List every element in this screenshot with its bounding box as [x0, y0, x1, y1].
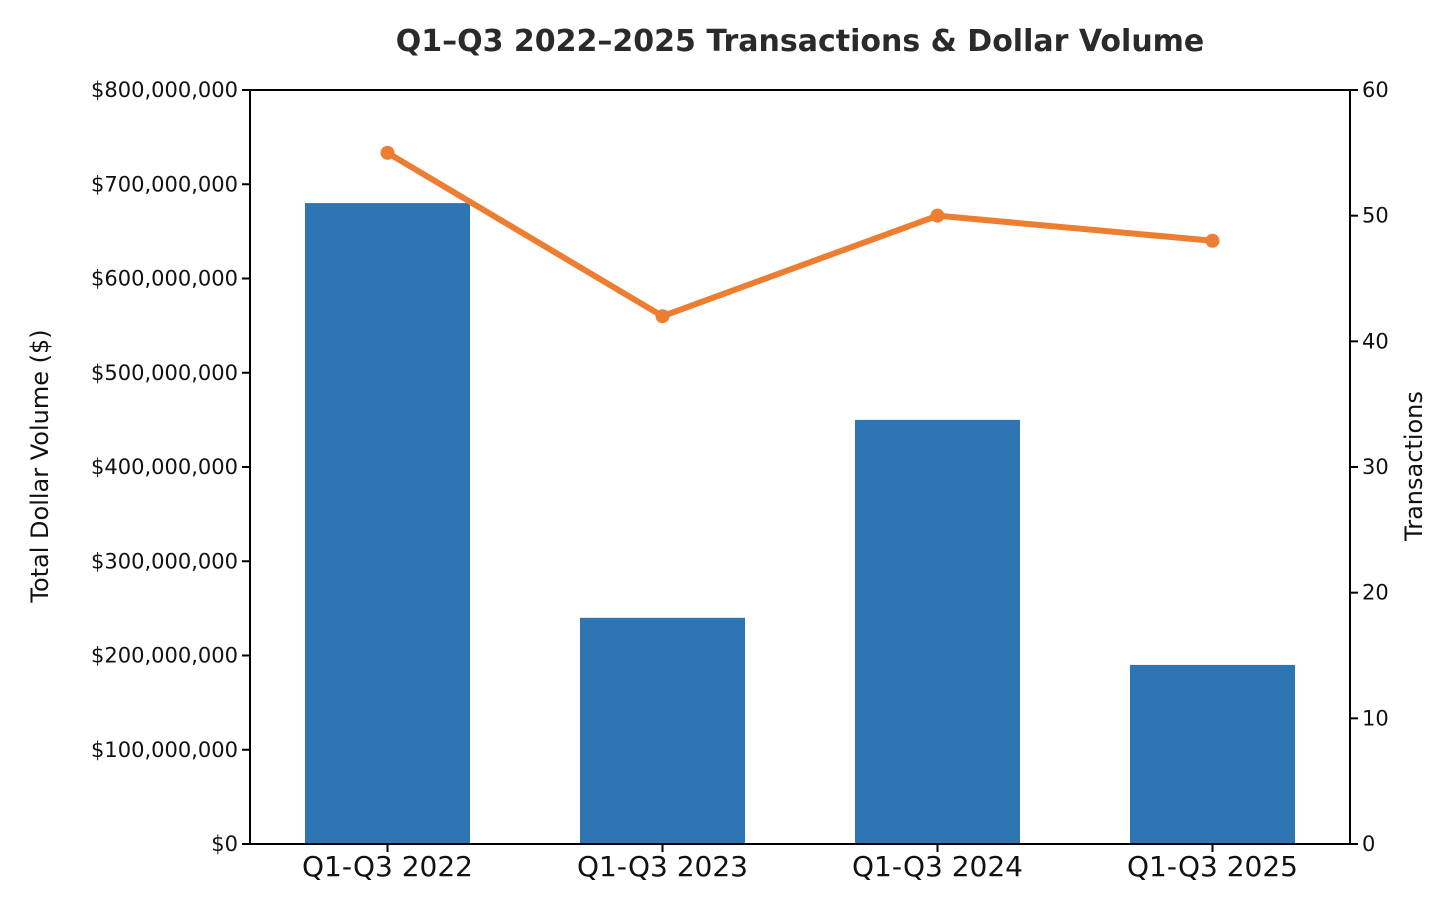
- x-axis-ticks: Q1-Q3 2022 Q1-Q3 2023 Q1-Q3 2024 Q1-Q3 2025: [302, 844, 1298, 883]
- x-tick-label: Q1-Q3 2022: [302, 850, 473, 883]
- y2-tick-label: 20: [1362, 581, 1389, 605]
- y-tick-label: $300,000,000: [91, 549, 238, 573]
- y-tick-label: $700,000,000: [91, 172, 238, 196]
- y2-axis-label: Transactions: [1400, 391, 1428, 542]
- y-axis-label: Total Dollar Volume ($): [26, 329, 54, 603]
- y2-axis-ticks: 0 10 20 30 40 50 60: [1350, 78, 1389, 856]
- y-tick-label: $800,000,000: [91, 78, 238, 102]
- bar: [855, 419, 1020, 844]
- line-point: [930, 208, 945, 223]
- x-tick-label: Q1-Q3 2025: [1127, 850, 1298, 883]
- bar: [1130, 664, 1295, 844]
- line-series: [380, 145, 1220, 324]
- line-point: [655, 309, 670, 324]
- x-tick-label: Q1-Q3 2023: [577, 850, 748, 883]
- bar-series: [305, 203, 1295, 845]
- bar: [580, 617, 745, 844]
- x-tick-label: Q1-Q3 2024: [852, 850, 1023, 883]
- y2-tick-label: 60: [1362, 78, 1389, 102]
- y2-tick-label: 40: [1362, 329, 1389, 353]
- chart-title: Q1–Q3 2022–2025 Transactions & Dollar Vo…: [396, 24, 1205, 59]
- transactions-line: [384, 149, 1216, 320]
- y-axis-ticks: $0 $100,000,000 $200,000,000 $300,000,000 $4…: [91, 78, 250, 856]
- y-tick-label: $0: [211, 832, 238, 856]
- y2-tick-label: 50: [1362, 204, 1389, 228]
- y-tick-label: $200,000,000: [91, 644, 238, 668]
- y-tick-label: $500,000,000: [91, 361, 238, 385]
- y-tick-label: $400,000,000: [91, 455, 238, 479]
- y2-tick-label: 0: [1362, 832, 1375, 856]
- y-tick-label: $600,000,000: [91, 267, 238, 291]
- y2-tick-label: 30: [1362, 455, 1389, 479]
- line-point: [380, 145, 395, 160]
- y2-tick-label: 10: [1362, 706, 1389, 730]
- line-point: [1205, 233, 1220, 248]
- bar: [305, 203, 470, 845]
- y-tick-label: $100,000,000: [91, 738, 238, 762]
